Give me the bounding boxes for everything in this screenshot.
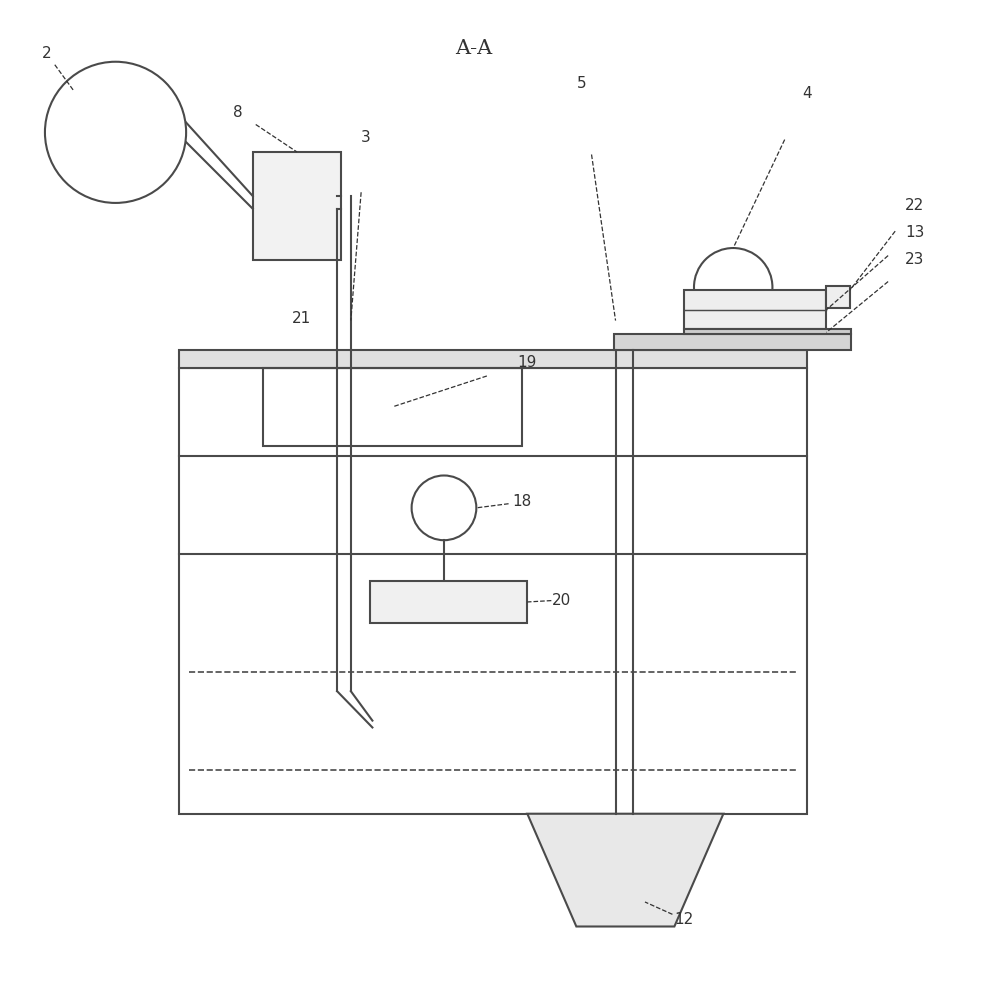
- Text: 20: 20: [552, 593, 571, 608]
- Text: A-A: A-A: [455, 39, 492, 58]
- Text: 8: 8: [234, 105, 243, 120]
- Bar: [371, 581, 528, 623]
- Text: 4: 4: [802, 86, 811, 101]
- Text: 5: 5: [577, 76, 586, 91]
- Bar: [684, 290, 826, 329]
- Bar: [262, 368, 523, 446]
- Text: 2: 2: [42, 46, 51, 61]
- Text: 18: 18: [513, 494, 532, 509]
- Text: 23: 23: [905, 252, 924, 267]
- Text: 19: 19: [518, 355, 537, 370]
- Text: 12: 12: [674, 912, 694, 927]
- Bar: [684, 329, 851, 334]
- Text: 21: 21: [292, 311, 312, 326]
- Text: 3: 3: [361, 130, 371, 145]
- Text: 13: 13: [905, 225, 924, 240]
- Bar: [613, 334, 851, 350]
- Bar: [179, 350, 807, 368]
- Text: 22: 22: [905, 198, 924, 213]
- Bar: [826, 286, 850, 308]
- Polygon shape: [528, 814, 724, 926]
- Bar: [252, 152, 341, 260]
